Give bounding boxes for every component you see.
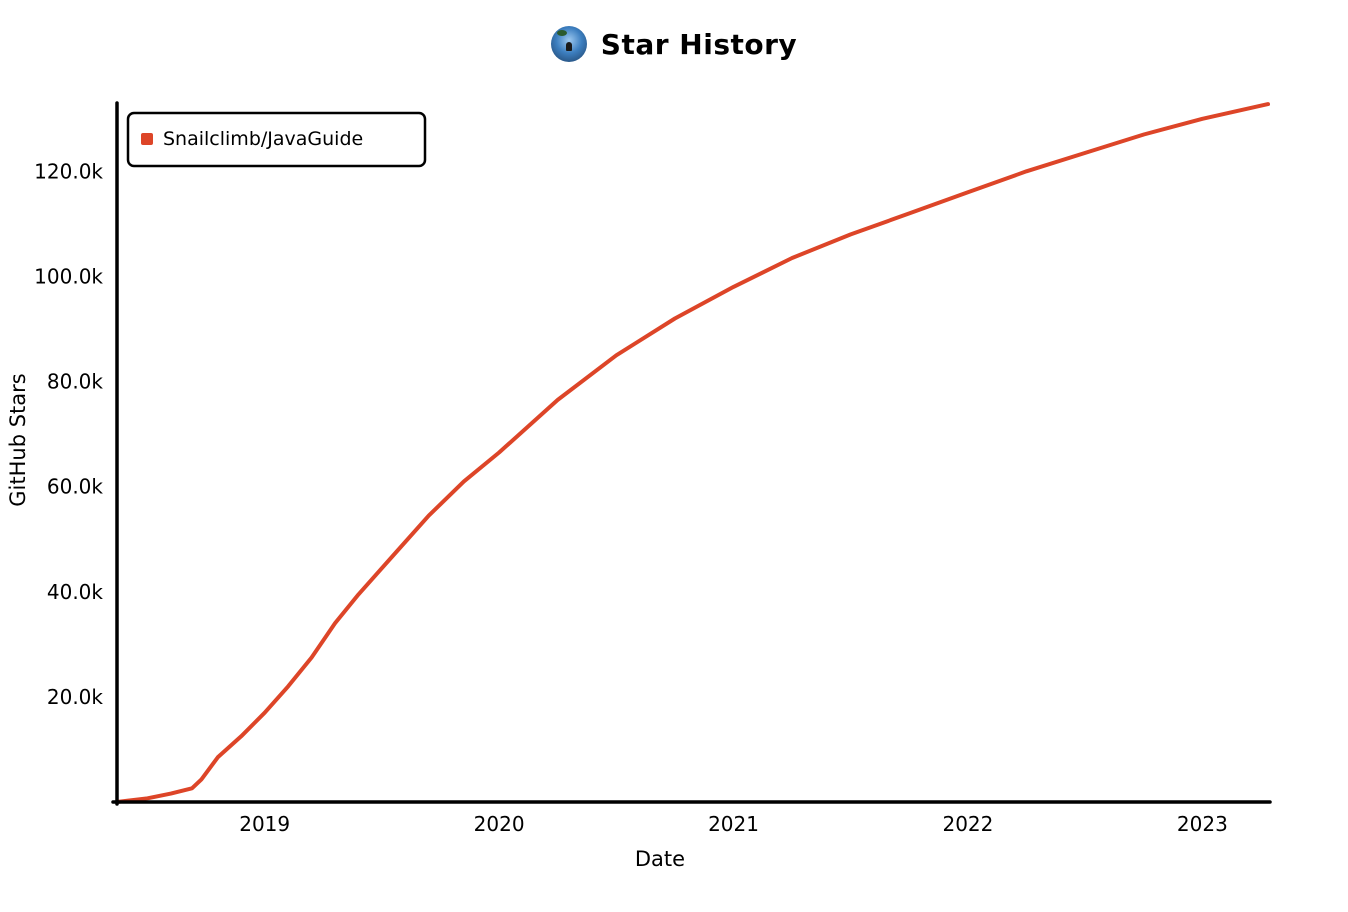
chart-title-bar: Star History bbox=[0, 22, 1348, 66]
y-tick-label: 40.0k bbox=[47, 580, 104, 604]
legend: Snailclimb/JavaGuide bbox=[126, 111, 427, 168]
y-tick-label: 120.0k bbox=[34, 159, 103, 183]
y-axis-label: GitHub Stars bbox=[6, 373, 30, 506]
x-tick-label: 2022 bbox=[942, 812, 993, 836]
x-tick-label: 2019 bbox=[239, 812, 290, 836]
x-tick-label: 2020 bbox=[474, 812, 525, 836]
legend-box bbox=[126, 111, 427, 168]
avatar-icon bbox=[550, 26, 587, 62]
chart-title: Star History bbox=[600, 27, 798, 61]
x-axis-label: Date bbox=[635, 847, 685, 871]
y-tick-label: 20.0k bbox=[47, 685, 104, 709]
y-tick-label: 60.0k bbox=[47, 475, 104, 499]
x-tick-label: 2023 bbox=[1177, 812, 1228, 836]
x-axis-ticks: 2019 2020 2021 2022 2023 bbox=[239, 812, 1228, 836]
y-tick-label: 80.0k bbox=[47, 370, 104, 394]
y-tick-label: 100.0k bbox=[34, 264, 103, 288]
legend-entry-label: Snailclimb/JavaGuide bbox=[163, 128, 363, 150]
y-axis-ticks: 20.0k 40.0k 60.0k 80.0k 100.0k 120.0k bbox=[34, 159, 103, 709]
series-line bbox=[115, 102, 1270, 804]
plot-area bbox=[115, 102, 1270, 804]
x-tick-label: 2021 bbox=[708, 812, 759, 836]
legend-swatch bbox=[141, 133, 153, 145]
